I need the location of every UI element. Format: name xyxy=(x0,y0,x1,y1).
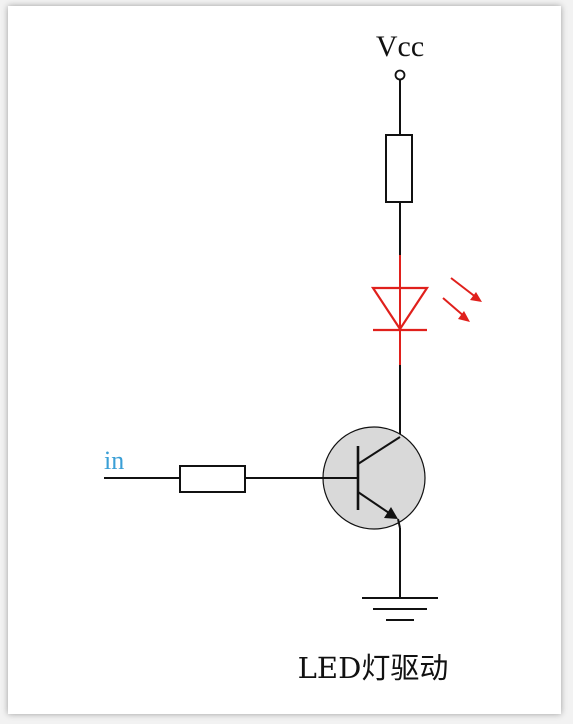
led-diode xyxy=(370,286,430,332)
wire-emitter-to-ground xyxy=(397,518,401,529)
base-resistor xyxy=(179,465,246,493)
transistor-collector-lead xyxy=(357,436,401,465)
vcc-terminal xyxy=(394,69,406,81)
diagram-frame xyxy=(8,6,561,714)
transistor-emitter-lead xyxy=(357,491,393,516)
emitter-arrow-icon xyxy=(384,507,398,519)
ground-icon xyxy=(362,597,438,621)
input-label: in xyxy=(104,446,124,475)
collector-resistor xyxy=(385,134,413,203)
light-emission-arrows-icon xyxy=(442,277,482,322)
diagram-caption: LED灯驱动 xyxy=(298,651,449,685)
vcc-label: Vcc xyxy=(376,30,424,63)
